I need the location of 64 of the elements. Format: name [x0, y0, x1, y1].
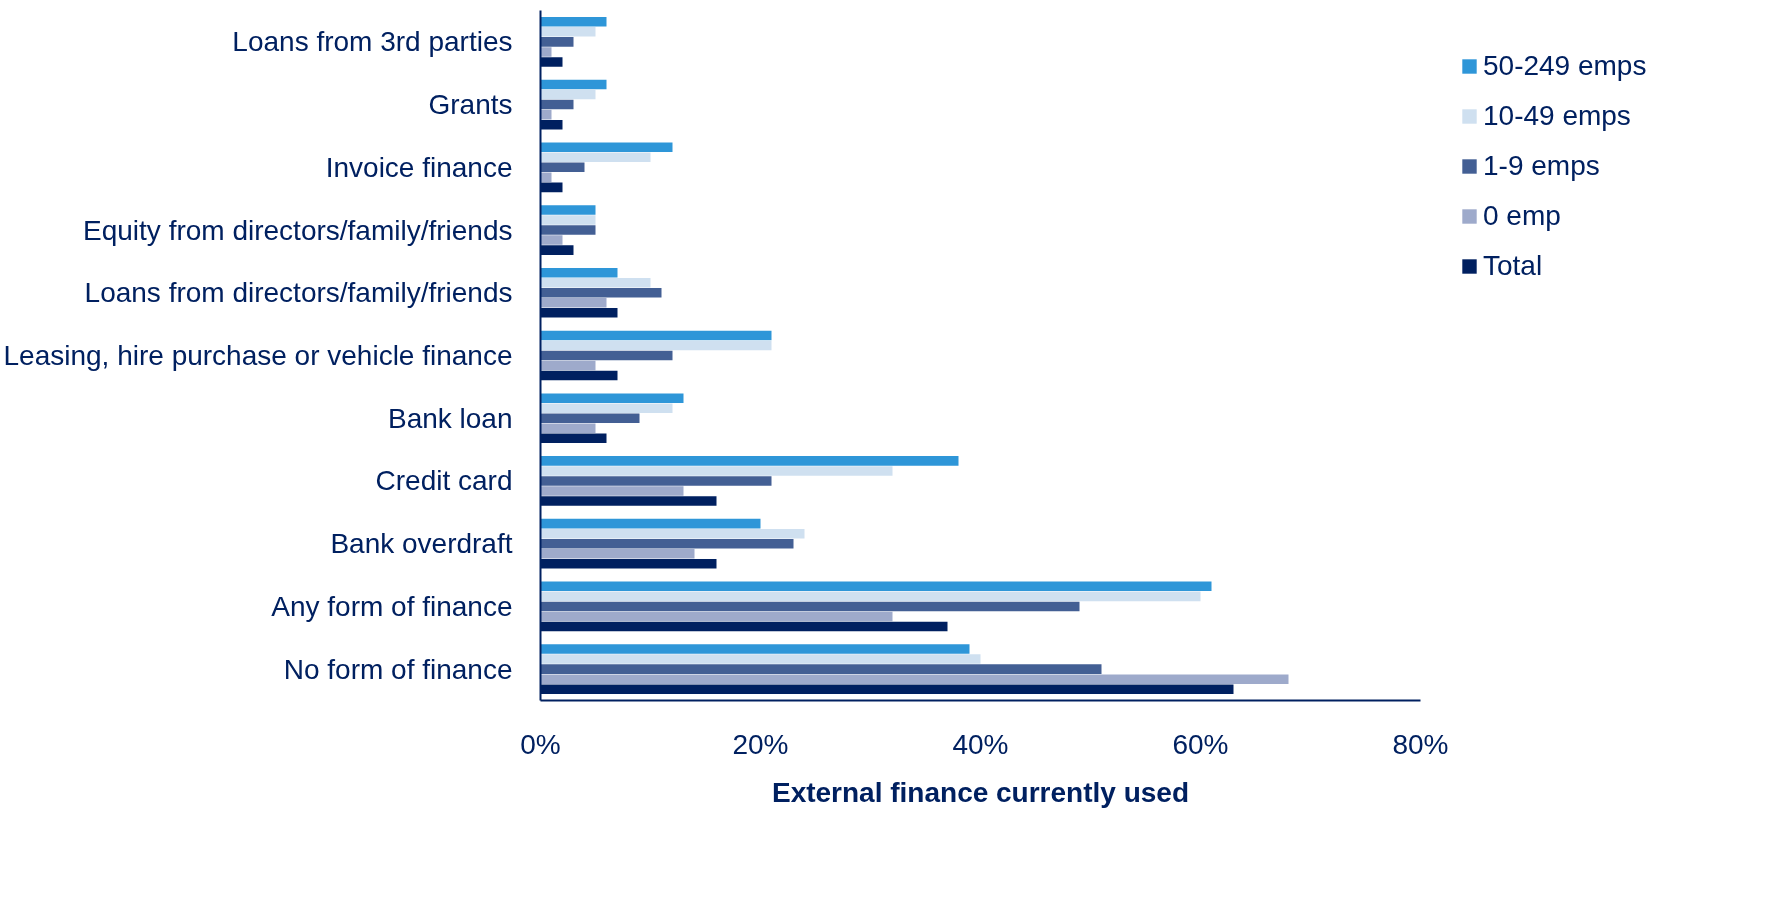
x-tick-label: 20%	[732, 728, 789, 760]
bar	[540, 664, 1102, 674]
bar	[540, 17, 607, 27]
bar	[540, 360, 596, 371]
bar	[540, 476, 772, 486]
bar	[540, 456, 959, 466]
y-tick-label: Loans from 3rd parties	[232, 26, 513, 58]
y-tick-label: Bank overdraft	[330, 528, 513, 560]
y-tick-label: Loans from directors/family/friends	[84, 277, 513, 309]
bar	[540, 654, 981, 664]
y-tick-label: Invoice finance	[325, 151, 513, 183]
bar	[540, 518, 761, 529]
bar	[540, 591, 1201, 602]
y-tick-label: No form of finance	[283, 653, 513, 685]
y-tick-label: Equity from directors/family/friends	[83, 214, 513, 246]
bar	[540, 611, 893, 622]
x-tick-label: 60%	[1172, 728, 1229, 760]
bar	[540, 423, 596, 434]
bar	[540, 674, 1289, 684]
bar	[540, 267, 618, 278]
x-axis-title: External finance currently used	[771, 776, 1190, 808]
legend-label: 0 emp	[1483, 200, 1561, 232]
y-tick-label: Bank loan	[387, 402, 513, 434]
bar	[540, 47, 552, 57]
bar	[540, 538, 794, 549]
bar	[540, 486, 684, 496]
bar	[540, 152, 651, 163]
y-tick-label: Credit card	[375, 465, 513, 497]
bar	[540, 548, 695, 559]
bar	[540, 37, 574, 47]
legend-label: 50-249 emps	[1483, 50, 1647, 82]
bar	[540, 393, 684, 403]
y-tick-label: Any form of finance	[271, 590, 513, 622]
bar	[540, 528, 805, 539]
legend-label: 1-9 emps	[1483, 150, 1600, 182]
bar	[540, 89, 596, 100]
bar	[540, 288, 662, 298]
bar	[540, 205, 596, 215]
y-tick-label: Leasing, hire purchase or vehicle finance	[3, 340, 513, 371]
bar	[540, 99, 574, 110]
bar	[540, 235, 563, 245]
x-tick-label: 0%	[520, 728, 561, 760]
bar	[540, 277, 651, 288]
bar	[540, 340, 772, 351]
bar	[540, 466, 893, 476]
bar	[540, 142, 673, 153]
x-tick-label: 40%	[952, 728, 1009, 760]
bar	[540, 215, 596, 225]
bar	[540, 225, 596, 235]
bar	[540, 581, 1212, 592]
bar	[540, 79, 607, 90]
bar	[540, 330, 772, 341]
bar	[540, 601, 1080, 612]
bar	[540, 644, 970, 654]
legend-label: 10-49 emps	[1483, 100, 1631, 132]
bar	[540, 298, 607, 308]
bar	[540, 162, 585, 173]
x-tick-label: 80%	[1392, 728, 1449, 760]
bar	[540, 27, 596, 37]
y-tick-label: Grants	[428, 89, 513, 121]
bar	[540, 413, 640, 423]
legend-label: Total	[1483, 250, 1543, 282]
bar	[540, 403, 673, 413]
bar	[540, 350, 673, 361]
